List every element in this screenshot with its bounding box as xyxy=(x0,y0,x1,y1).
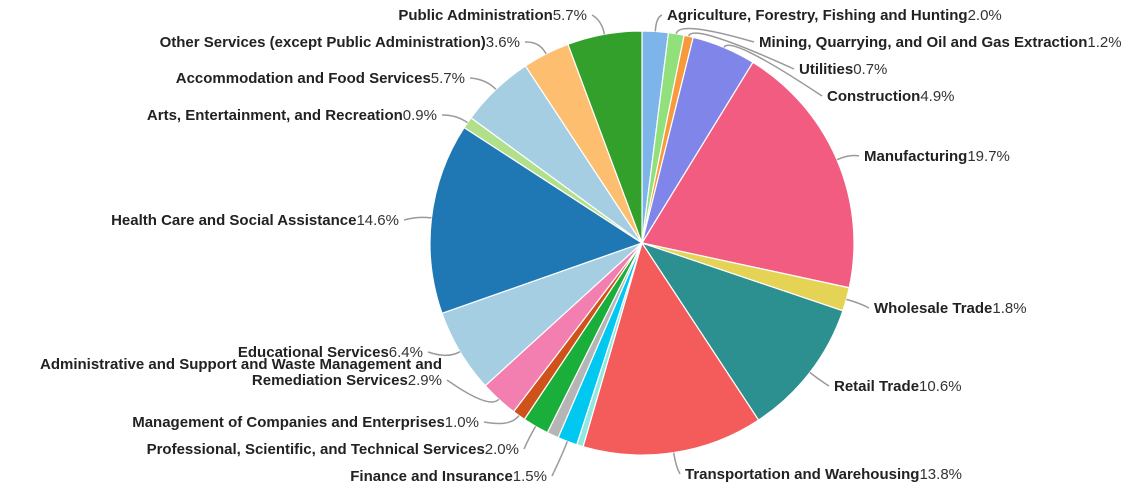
label-value-utilities: 0.7% xyxy=(853,61,887,78)
label-name-accommodation-and-food-services: Accommodation and Food Services xyxy=(176,70,431,87)
leader-line-mining-quarrying-and-oil-and-gas-extraction xyxy=(675,27,755,43)
label-transportation-and-warehousing: Transportation and Warehousing13.8% xyxy=(685,466,962,483)
label-name-administrative-and-support-and-waste-management-and-remediation-services-line-2: Remediation Services xyxy=(252,372,408,389)
label-value-arts-entertainment-and-recreation: 0.9% xyxy=(403,107,437,124)
leader-line-arts-entertainment-and-recreation xyxy=(441,114,468,124)
label-construction: Construction4.9% xyxy=(827,88,955,105)
label-name-management-of-companies-and-enterprises: Management of Companies and Enterprises xyxy=(132,414,445,431)
label-value-finance-and-insurance: 1.5% xyxy=(513,468,547,485)
label-value-mining-quarrying-and-oil-and-gas-extraction: 1.2% xyxy=(1087,34,1121,51)
label-value-accommodation-and-food-services: 5.7% xyxy=(431,70,465,87)
label-value-professional-scientific-and-technical-services: 2.0% xyxy=(485,441,519,458)
label-name-health-care-and-social-assistance: Health Care and Social Assistance xyxy=(111,212,356,229)
label-finance-and-insurance: Finance and Insurance1.5% xyxy=(350,468,547,485)
leader-line-other-services-except-public-administration xyxy=(524,41,547,55)
label-name-administrative-and-support-and-waste-management-and-remediation-services: Administrative and Support and Waste Man… xyxy=(40,356,442,373)
leader-line-public-administration xyxy=(591,14,606,35)
label-name-construction: Construction xyxy=(827,88,920,105)
leader-line-finance-and-insurance xyxy=(551,441,569,477)
leader-line-health-care-and-social-assistance xyxy=(403,216,432,221)
label-name-mining-quarrying-and-oil-and-gas-extraction: Mining, Quarrying, and Oil and Gas Extra… xyxy=(759,34,1087,51)
label-other-services-except-public-administration: Other Services (except Public Administra… xyxy=(160,34,520,51)
label-value-wholesale-trade: 1.8% xyxy=(992,300,1026,317)
label-utilities: Utilities0.7% xyxy=(799,61,887,78)
label-name-utilities: Utilities xyxy=(799,61,853,78)
slice-retail-trade[interactable] xyxy=(640,241,844,421)
label-professional-scientific-and-technical-services: Professional, Scientific, and Technical … xyxy=(147,441,519,458)
label-accommodation-and-food-services: Accommodation and Food Services5.7% xyxy=(176,70,465,87)
label-value-public-administration: 5.7% xyxy=(553,7,587,24)
label-arts-entertainment-and-recreation: Arts, Entertainment, and Recreation0.9% xyxy=(147,107,437,124)
label-value-retail-trade: 10.6% xyxy=(919,378,962,395)
leader-line-professional-scientific-and-technical-services xyxy=(523,426,537,450)
label-value-construction: 4.9% xyxy=(920,88,954,105)
label-retail-trade: Retail Trade10.6% xyxy=(834,378,962,395)
slice-public-administration[interactable] xyxy=(567,30,643,244)
label-name-transportation-and-warehousing: Transportation and Warehousing xyxy=(685,466,919,483)
label-name-agriculture-forestry-fishing-and-hunting: Agriculture, Forestry, Fishing and Hunti… xyxy=(667,7,968,24)
label-wholesale-trade: Wholesale Trade1.8% xyxy=(874,300,1027,317)
leader-line-utilities xyxy=(687,32,795,70)
label-name-educational-services: Educational Services xyxy=(238,344,389,361)
leader-line-retail-trade xyxy=(809,371,830,387)
label-name-finance-and-insurance: Finance and Insurance xyxy=(350,468,513,485)
label-name-public-administration: Public Administration xyxy=(398,7,552,24)
leader-line-manufacturing xyxy=(836,154,860,161)
leader-line-agriculture-forestry-fishing-and-hunting xyxy=(654,14,663,32)
slice-manufacturing[interactable] xyxy=(641,61,855,289)
leader-line-construction xyxy=(723,44,823,97)
leader-line-transportation-and-warehousing xyxy=(672,452,681,475)
label-mining-quarrying-and-oil-and-gas-extraction: Mining, Quarrying, and Oil and Gas Extra… xyxy=(759,34,1122,51)
label-name-manufacturing: Manufacturing xyxy=(864,148,967,165)
label-value-agriculture-forestry-fishing-and-hunting: 2.0% xyxy=(968,7,1002,24)
label-value-transportation-and-warehousing: 13.8% xyxy=(919,466,962,483)
label-name-wholesale-trade: Wholesale Trade xyxy=(874,300,992,317)
label-value-health-care-and-social-assistance: 14.6% xyxy=(356,212,399,229)
leader-line-educational-services xyxy=(427,351,461,357)
label-value-manufacturing: 19.7% xyxy=(967,148,1010,165)
label-public-administration: Public Administration5.7% xyxy=(398,7,587,24)
leader-line-wholesale-trade xyxy=(846,298,870,309)
label-value-administrative-and-support-and-waste-management-and-remediation-services: 2.9% xyxy=(408,372,442,389)
label-manufacturing: Manufacturing19.7% xyxy=(864,148,1010,165)
leader-line-administrative-and-support-and-waste-management-and-remediation-services xyxy=(446,379,500,403)
label-educational-services: Educational Services6.4% xyxy=(238,344,423,361)
label-administrative-and-support-and-waste-management-and-remediation-services: Administrative and Support and Waste Man… xyxy=(40,356,442,389)
label-management-of-companies-and-enterprises: Management of Companies and Enterprises1… xyxy=(132,414,479,431)
label-agriculture-forestry-fishing-and-hunting: Agriculture, Forestry, Fishing and Hunti… xyxy=(667,7,1002,24)
label-name-arts-entertainment-and-recreation: Arts, Entertainment, and Recreation xyxy=(147,107,403,124)
label-health-care-and-social-assistance: Health Care and Social Assistance14.6% xyxy=(111,212,399,229)
leader-line-accommodation-and-food-services xyxy=(469,77,497,90)
leader-lines xyxy=(403,14,870,477)
pie-slices xyxy=(429,30,855,456)
label-name-other-services-except-public-administration: Other Services (except Public Administra… xyxy=(160,34,486,51)
label-value-educational-services: 6.4% xyxy=(389,344,423,361)
label-name-professional-scientific-and-technical-services: Professional, Scientific, and Technical … xyxy=(147,441,485,458)
slice-labels: Agriculture, Forestry, Fishing and Hunti… xyxy=(40,7,1122,485)
label-value-management-of-companies-and-enterprises: 1.0% xyxy=(445,414,479,431)
leader-line-management-of-companies-and-enterprises xyxy=(483,415,520,425)
label-value-other-services-except-public-administration: 3.6% xyxy=(486,34,520,51)
label-name-retail-trade: Retail Trade xyxy=(834,378,919,395)
